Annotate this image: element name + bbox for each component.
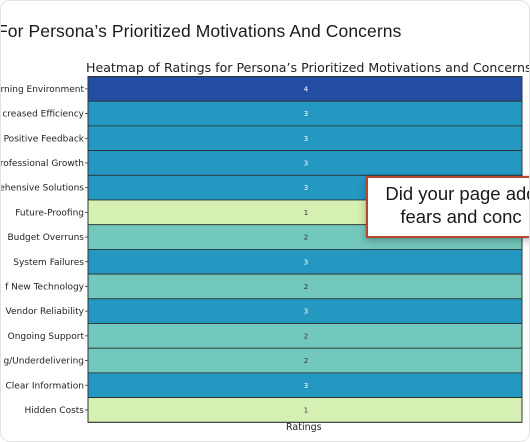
cell-value-label: 2	[304, 357, 308, 365]
y-tick-label: g/Underdelivering	[3, 357, 84, 367]
y-tick-label: Budget Overruns	[7, 233, 84, 243]
heatmap-cell	[87, 248, 523, 275]
cell-value-label: 3	[304, 159, 308, 167]
heatmap-cell	[87, 76, 523, 102]
x-axis-label: Ratings	[286, 422, 322, 433]
cell-value-label: 3	[304, 135, 308, 143]
y-tick-label: rofessional Growth	[1, 159, 84, 169]
y-tick-label: Positive Feedback	[4, 134, 85, 144]
heatmap-cell	[87, 397, 523, 423]
y-tick-label: creased Efficiency	[2, 110, 84, 120]
heatmap-frame	[87, 76, 523, 423]
cell-value-label: 1	[304, 209, 308, 217]
callout-box: Did your page add fears and conc	[366, 176, 529, 238]
cell-value-label: 1	[304, 406, 308, 414]
heatmap-cell	[87, 372, 523, 398]
y-tick-label: ehensive Solutions	[1, 184, 84, 194]
y-tick-label: Hidden Costs	[25, 406, 85, 416]
cell-value-label: 3	[304, 382, 308, 390]
cell-value-label: 2	[304, 283, 308, 291]
y-tick-label: rning Environment	[1, 85, 84, 95]
y-tick-label: Ongoing Support	[8, 332, 85, 342]
y-tick-label: Future-Proofing	[15, 208, 84, 218]
cell-value-label: 3	[304, 308, 308, 316]
cell-value-label: 3	[304, 184, 308, 192]
y-tick-label: f New Technology	[5, 282, 85, 292]
page-title: For Persona’s Prioritized Motivations An…	[0, 21, 402, 41]
heatmap-cell	[87, 273, 523, 300]
cell-value-label: 2	[304, 332, 308, 340]
cell-value-label: 2	[304, 234, 308, 242]
y-tick-label: Clear Information	[6, 381, 85, 391]
heatmap-cell	[87, 323, 523, 349]
chart-title: Heatmap of Ratings for Persona’s Priorit…	[86, 60, 530, 75]
y-tick-label: System Failures	[13, 258, 84, 268]
cell-value-label: 4	[304, 85, 309, 93]
y-tick-label: Vendor Reliability	[6, 307, 85, 317]
cell-value-label: 3	[304, 258, 308, 266]
heatmap-cell	[87, 125, 523, 152]
callout-text: Did your page add fears and conc	[385, 183, 529, 227]
heatmap-cell	[87, 298, 523, 324]
cell-value-label: 3	[304, 110, 308, 118]
